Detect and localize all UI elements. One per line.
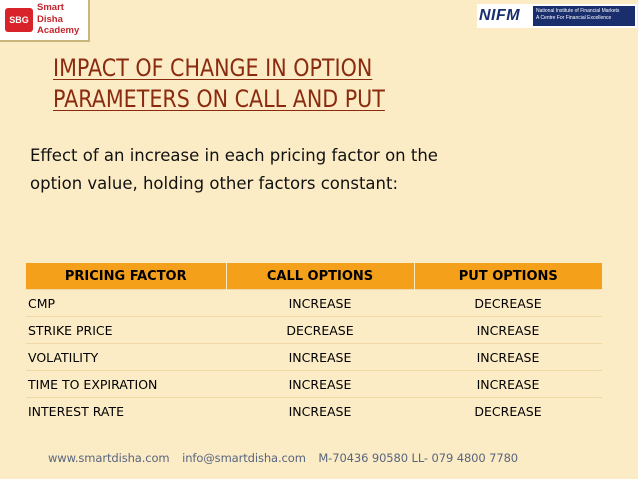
factor-cell: TIME TO EXPIRATION [26, 370, 226, 398]
nifm-tagline-1: National Institute of Financial Markets [536, 8, 620, 14]
logo-line-2: Disha [37, 13, 63, 25]
table-row: CMP INCREASE DECREASE [26, 289, 602, 317]
title-line-2: PARAMETERS ON CALL AND PUT [53, 85, 385, 113]
put-cell: INCREASE [414, 370, 602, 398]
smart-disha-logo: SBG Smart Disha Academy [0, 0, 90, 42]
call-cell: INCREASE [226, 370, 414, 398]
table-row: VOLATILITY INCREASE INCREASE [26, 343, 602, 371]
nifm-tagline-2: A Centre For Financial Excellence [536, 14, 612, 21]
logo-line-3: Academy [37, 25, 80, 36]
put-cell: DECREASE [414, 289, 602, 317]
logo-line-1: Smart [37, 2, 64, 13]
put-cell: DECREASE [414, 397, 602, 424]
header-pricing-factor: PRICING FACTOR [26, 263, 227, 290]
subtitle-line-2: option value, holding other factors cons… [30, 174, 399, 193]
header-call-options: CALL OPTIONS [226, 263, 415, 290]
footer-website[interactable]: www.smartdisha.com [48, 451, 170, 465]
slide-footer: www.smartdisha.com info@smartdisha.com M… [48, 451, 527, 465]
factor-cell: VOLATILITY [26, 343, 226, 371]
call-cell: INCREASE [226, 397, 414, 424]
factor-cell: INTEREST RATE [26, 397, 226, 424]
slide-subtitle: Effect of an increase in each pricing fa… [30, 142, 590, 198]
subtitle-line-1: Effect of an increase in each pricing fa… [30, 146, 438, 165]
table-row: TIME TO EXPIRATION INCREASE INCREASE [26, 370, 602, 398]
nifm-wordmark: NIFM [479, 7, 521, 24]
factor-cell: STRIKE PRICE [26, 316, 226, 344]
header-put-options: PUT OPTIONS [414, 263, 602, 290]
footer-phones: M-70436 90580 LL- 079 4800 7780 [318, 451, 519, 465]
put-cell: INCREASE [414, 316, 602, 344]
call-cell: INCREASE [226, 343, 414, 371]
footer-email[interactable]: info@smartdisha.com [182, 451, 306, 465]
nifm-logo: NIFM National Institute of Financial Mar… [477, 4, 637, 28]
table-row: STRIKE PRICE DECREASE INCREASE [26, 316, 602, 344]
call-cell: DECREASE [226, 316, 414, 344]
factor-cell: CMP [26, 289, 226, 317]
sbg-badge: SBG [5, 8, 33, 32]
nifm-tagline-box: National Institute of Financial Markets … [533, 6, 635, 26]
table-row: INTEREST RATE INCREASE DECREASE [26, 397, 602, 424]
call-cell: INCREASE [226, 289, 414, 317]
slide-title: IMPACT OF CHANGE IN OPTION PARAMETERS ON… [53, 53, 385, 115]
title-line-1: IMPACT OF CHANGE IN OPTION [53, 54, 373, 82]
smart-disha-wordmark: Smart Disha Academy [37, 2, 79, 37]
put-cell: INCREASE [414, 343, 602, 371]
pricing-factor-table: PRICING FACTOR CALL OPTIONS PUT OPTIONS … [26, 263, 602, 424]
table-header-row: PRICING FACTOR CALL OPTIONS PUT OPTIONS [26, 263, 602, 290]
